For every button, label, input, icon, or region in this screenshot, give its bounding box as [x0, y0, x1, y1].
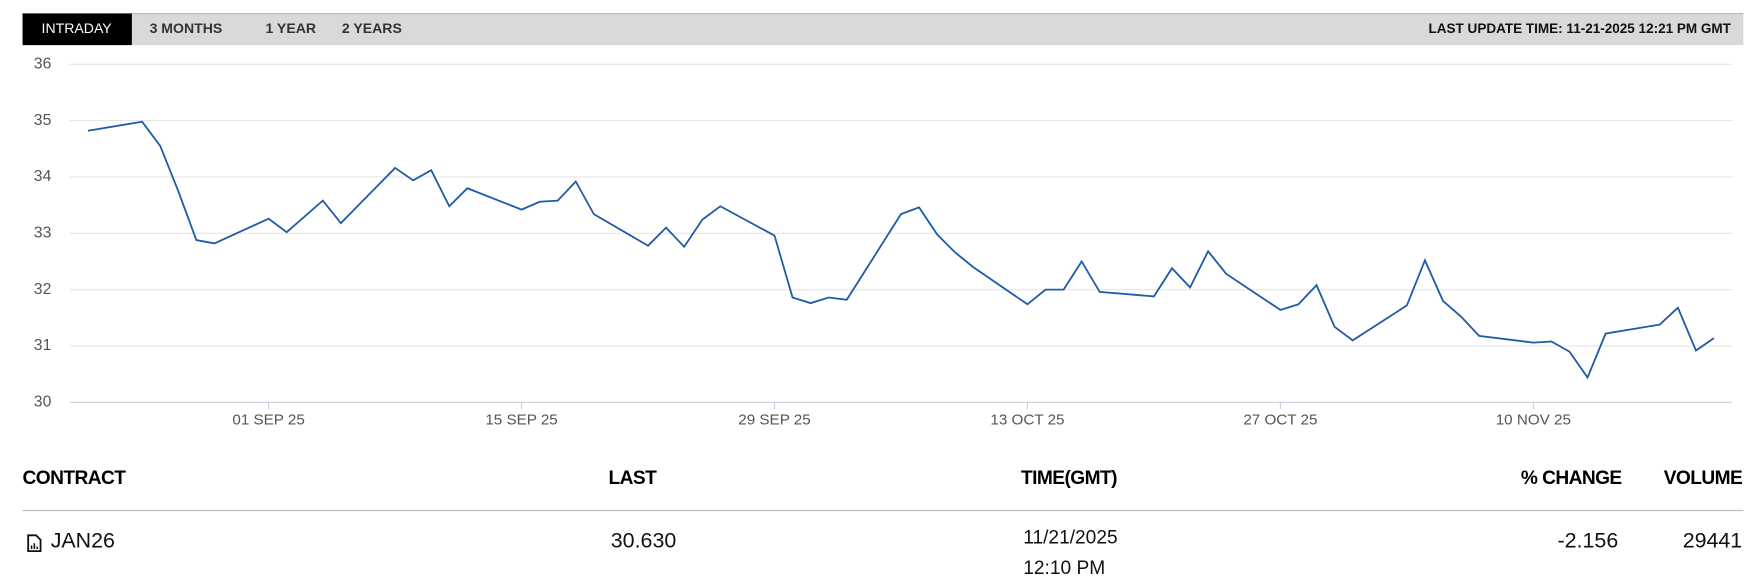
tab-label[interactable]: 2 YEARS — [342, 20, 402, 36]
tab[interactable]: INTRADAY — [22, 13, 132, 46]
time-clock: 12:10 PM — [1023, 558, 1105, 579]
last-update: LAST UPDATE TIME: 11-21-2025 12:21 PM GM… — [1429, 21, 1732, 36]
table-header: TIME(GMT) — [1021, 468, 1117, 489]
table-header: VOLUME — [1664, 468, 1743, 489]
y-tick-label: 30 — [34, 394, 52, 411]
y-tick-label: 32 — [34, 281, 52, 298]
tab-background[interactable] — [22, 13, 132, 46]
x-tick-label: 29 SEP 25 — [738, 411, 810, 428]
tab-label[interactable]: INTRADAY — [42, 20, 113, 36]
y-tick-label: 34 — [34, 168, 52, 185]
x-tick-label: 10 NOV 25 — [1496, 411, 1571, 428]
price-line — [87, 120, 1715, 380]
table-header: LAST — [609, 468, 658, 489]
y-tick-label: 31 — [34, 337, 52, 354]
x-tick-label: 01 SEP 25 — [232, 411, 304, 428]
tab-label[interactable]: 3 MONTHS — [150, 20, 223, 36]
tab-bar — [22, 13, 1744, 46]
x-tick-label: 13 OCT 25 — [990, 411, 1064, 428]
tab-label[interactable]: 1 YEAR — [265, 20, 316, 36]
y-tick-label: 35 — [34, 112, 52, 129]
tab[interactable]: 1 YEAR — [248, 14, 329, 46]
x-tick-label: 27 OCT 25 — [1243, 411, 1317, 428]
y-tick-label: 36 — [34, 55, 52, 72]
table-header: % CHANGE — [1521, 468, 1623, 489]
tab[interactable]: 2 YEARS — [329, 14, 410, 46]
table-header: CONTRACT — [23, 468, 127, 489]
last-price: 30.630 — [611, 529, 677, 553]
percent-change: -2.156 — [1558, 529, 1619, 553]
contract-icon — [27, 534, 42, 552]
x-tick-label: 15 SEP 25 — [485, 411, 557, 428]
contract-name: JAN26 — [51, 529, 115, 553]
y-tick-label: 33 — [34, 224, 52, 241]
time-date: 11/21/2025 — [1023, 528, 1117, 549]
volume: 29441 — [1683, 529, 1743, 553]
tab[interactable]: 3 MONTHS — [132, 14, 248, 46]
